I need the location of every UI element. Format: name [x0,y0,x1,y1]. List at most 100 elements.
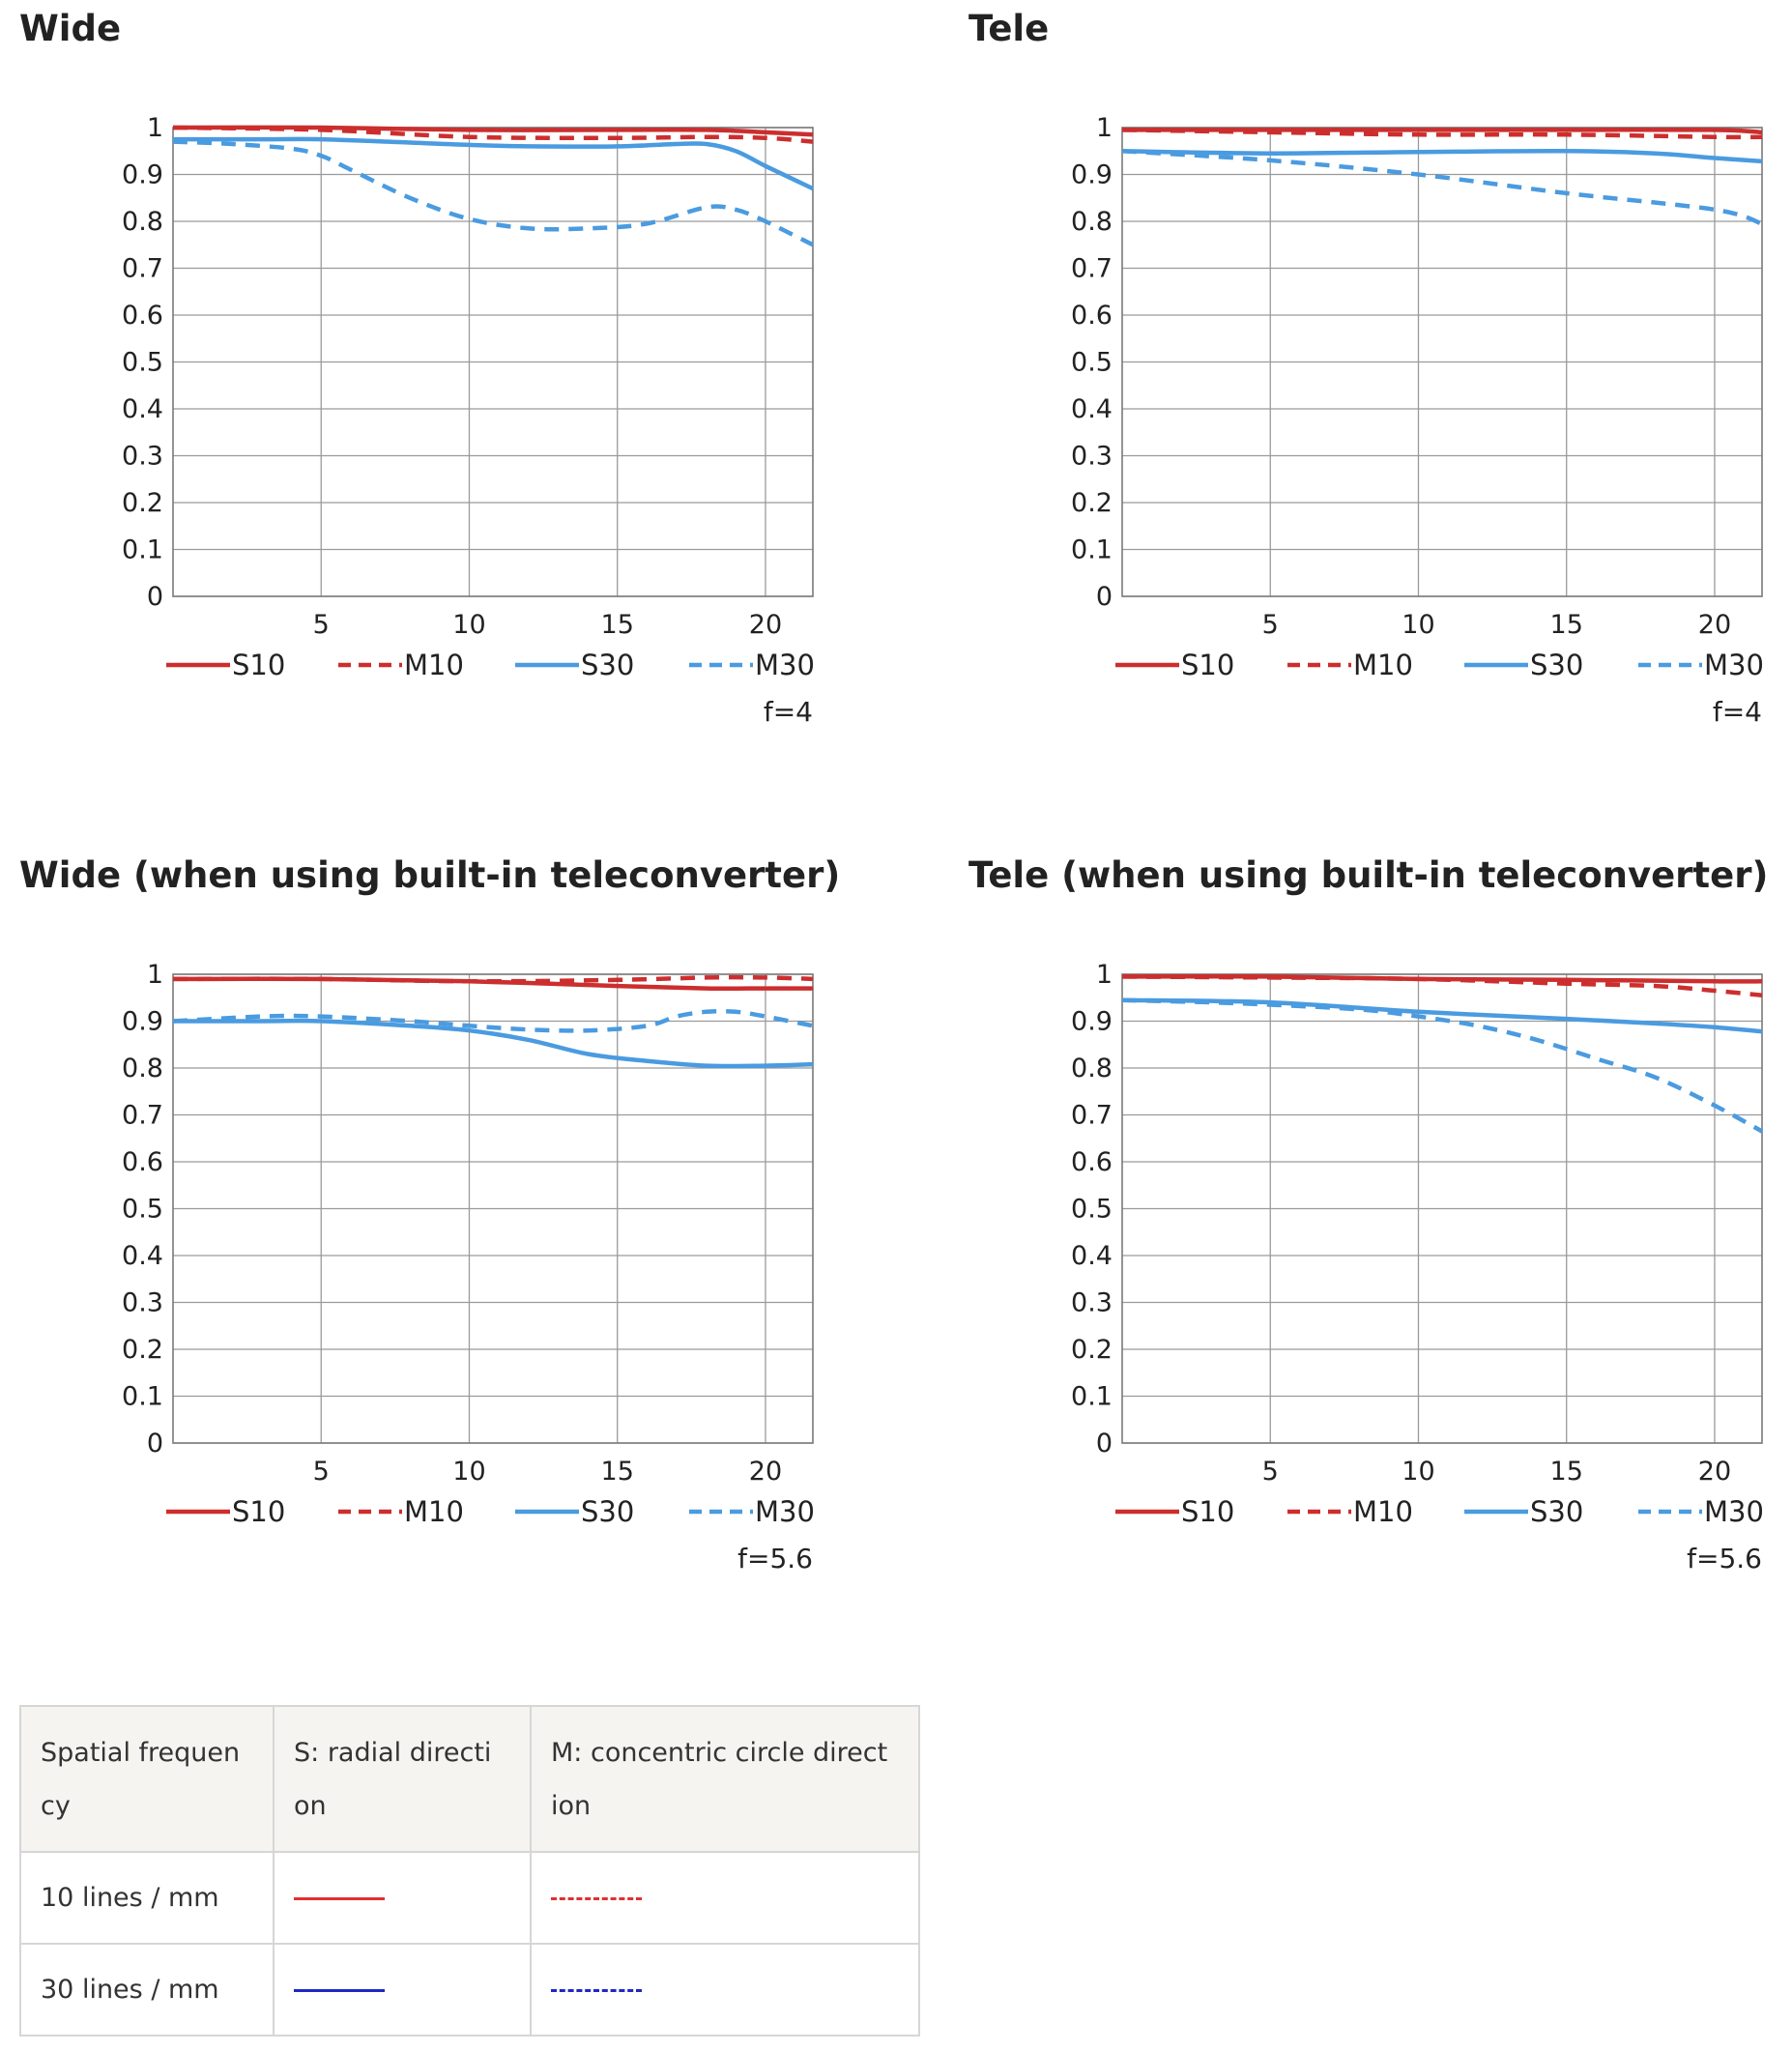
y-tick-label: 0 [1096,582,1113,612]
x-tick-label: 20 [1698,1457,1731,1487]
legend-label: M30 [1704,649,1764,681]
key-table-header-row: Spatial frequen cy S: radial directi on M:… [19,1705,920,1853]
x-tick-label: 15 [601,610,634,640]
x-tick-label: 10 [452,1457,485,1487]
y-tick-label: 0.4 [122,394,163,424]
legend-label: S30 [581,649,634,681]
series-line-m10 [172,974,814,984]
legend-label: S30 [581,1495,634,1528]
header-text: S: radial directi on [294,1737,492,1821]
legend-label: S10 [232,649,285,681]
y-tick-label: 0.8 [1071,1054,1113,1083]
f-number-label: f=5.6 [737,1543,813,1574]
y-tick-label: 0.6 [1071,1147,1113,1177]
header-text: M: concentric circle direct ion [551,1737,888,1821]
plot-frame [172,127,814,597]
legend-label: M10 [404,649,464,681]
dashed-swatch-cell [530,1851,920,1945]
y-tick-label: 0.3 [122,442,163,472]
dashed-swatch-cell [530,1943,920,2037]
chart-title: Tele (when using built-in teleconverter) [968,854,1769,896]
y-tick-label: 0.2 [1071,1335,1113,1365]
dashed-red-swatch [551,1897,642,1900]
y-tick-label: 0.3 [122,1288,163,1318]
legend-label: S10 [232,1495,285,1528]
y-tick-label: 0.7 [122,254,163,284]
x-tick-label: 5 [1262,610,1279,640]
key-table-row-30: 30 lines / mm [19,1943,920,2037]
y-tick-label: 0.9 [1071,160,1113,190]
series-line-s30 [1121,997,1763,1034]
chart-title: Wide (when using built-in teleconverter) [19,854,841,896]
y-tick-label: 0.7 [1071,1101,1113,1131]
series-line-m30 [1121,997,1764,1134]
series-line-m10 [172,125,814,144]
dashed-blue-swatch [551,1989,642,1992]
row-label: 30 lines / mm [19,1943,275,2037]
legend-label: M10 [1353,1495,1413,1528]
y-tick-label: 0 [1096,1429,1113,1459]
y-tick-label: 0.9 [1071,1007,1113,1037]
header-text: Spatial frequen cy [41,1737,241,1821]
chart-panel-tele: Tele 0 0.1 0.2 0.3 0.4 0.5 0.6 0.7 0.8 0.9 1 5 10 15 2… [968,8,1771,752]
y-tick-label: 0.3 [1071,442,1113,472]
row-label: 10 lines / mm [19,1851,275,1945]
y-tick-label: 0.8 [122,1054,163,1083]
solid-swatch-cell [273,1943,532,2037]
x-tick-label: 15 [1550,610,1583,640]
legend-label: S30 [1530,1495,1583,1528]
y-tick-label: 0 [147,582,163,612]
y-tick-label: 0.1 [1071,535,1113,565]
key-table-row-10: 10 lines / mm [19,1851,920,1945]
y-tick-label: 0.4 [1071,394,1113,424]
x-tick-label: 10 [452,610,485,640]
plot-frame [1121,973,1763,1444]
header-spatial-frequency: Spatial frequen cy [19,1705,275,1853]
header-radial-direction: S: radial directi on [273,1705,532,1853]
x-tick-label: 20 [1698,610,1731,640]
series-line-s30 [172,1018,814,1069]
y-tick-label: 0.6 [122,301,163,331]
y-tick-label: 0.5 [1071,1195,1113,1225]
x-tick-label: 15 [601,1457,634,1487]
y-tick-label: 1 [1096,113,1113,143]
legend-key-table: Spatial frequen cy S: radial directi on M:… [19,1705,920,2037]
y-tick-label: 0.5 [122,1195,163,1225]
y-tick-label: 0.1 [122,1382,163,1412]
legend-label: M30 [755,649,815,681]
y-tick-label: 0.2 [1071,488,1113,518]
f-number-label: f=4 [764,696,813,728]
legend-label: M10 [1353,649,1413,681]
chart-title: Tele [968,8,1050,49]
chart-title: Wide [19,8,122,49]
y-tick-label: 0.9 [122,160,163,190]
series-line-m30 [172,1008,814,1033]
y-tick-label: 0.7 [122,1101,163,1131]
y-tick-label: 1 [147,960,163,990]
chart-panel-wide: Wide 0 0.1 0.2 0.3 0.4 0.5 0.6 0.7 0.8 0.9 1 5 10 15 2… [19,8,822,752]
y-tick-label: 0.5 [1071,348,1113,378]
series-line-s10 [1122,127,1763,135]
y-tick-label: 0.2 [122,1335,163,1365]
y-tick-label: 1 [1096,960,1113,990]
x-tick-label: 5 [313,610,330,640]
y-tick-label: 0.1 [122,535,163,565]
chart-panel-tele-teleconverter: Tele (when using built-in teleconverter)… [968,854,1771,1599]
x-tick-label: 15 [1550,1457,1583,1487]
x-tick-label: 20 [749,610,782,640]
plot-frame [172,973,814,1444]
y-tick-label: 0 [147,1429,163,1459]
legend-label: M30 [1704,1495,1764,1528]
x-tick-label: 10 [1402,610,1434,640]
series-line-m30 [1121,149,1763,226]
x-tick-label: 20 [749,1457,782,1487]
y-tick-label: 0.8 [1071,207,1113,237]
solid-blue-swatch [294,1989,385,1992]
y-tick-label: 0.9 [122,1007,163,1037]
y-tick-label: 0.1 [1071,1382,1113,1412]
f-number-label: f=5.6 [1687,1543,1762,1574]
